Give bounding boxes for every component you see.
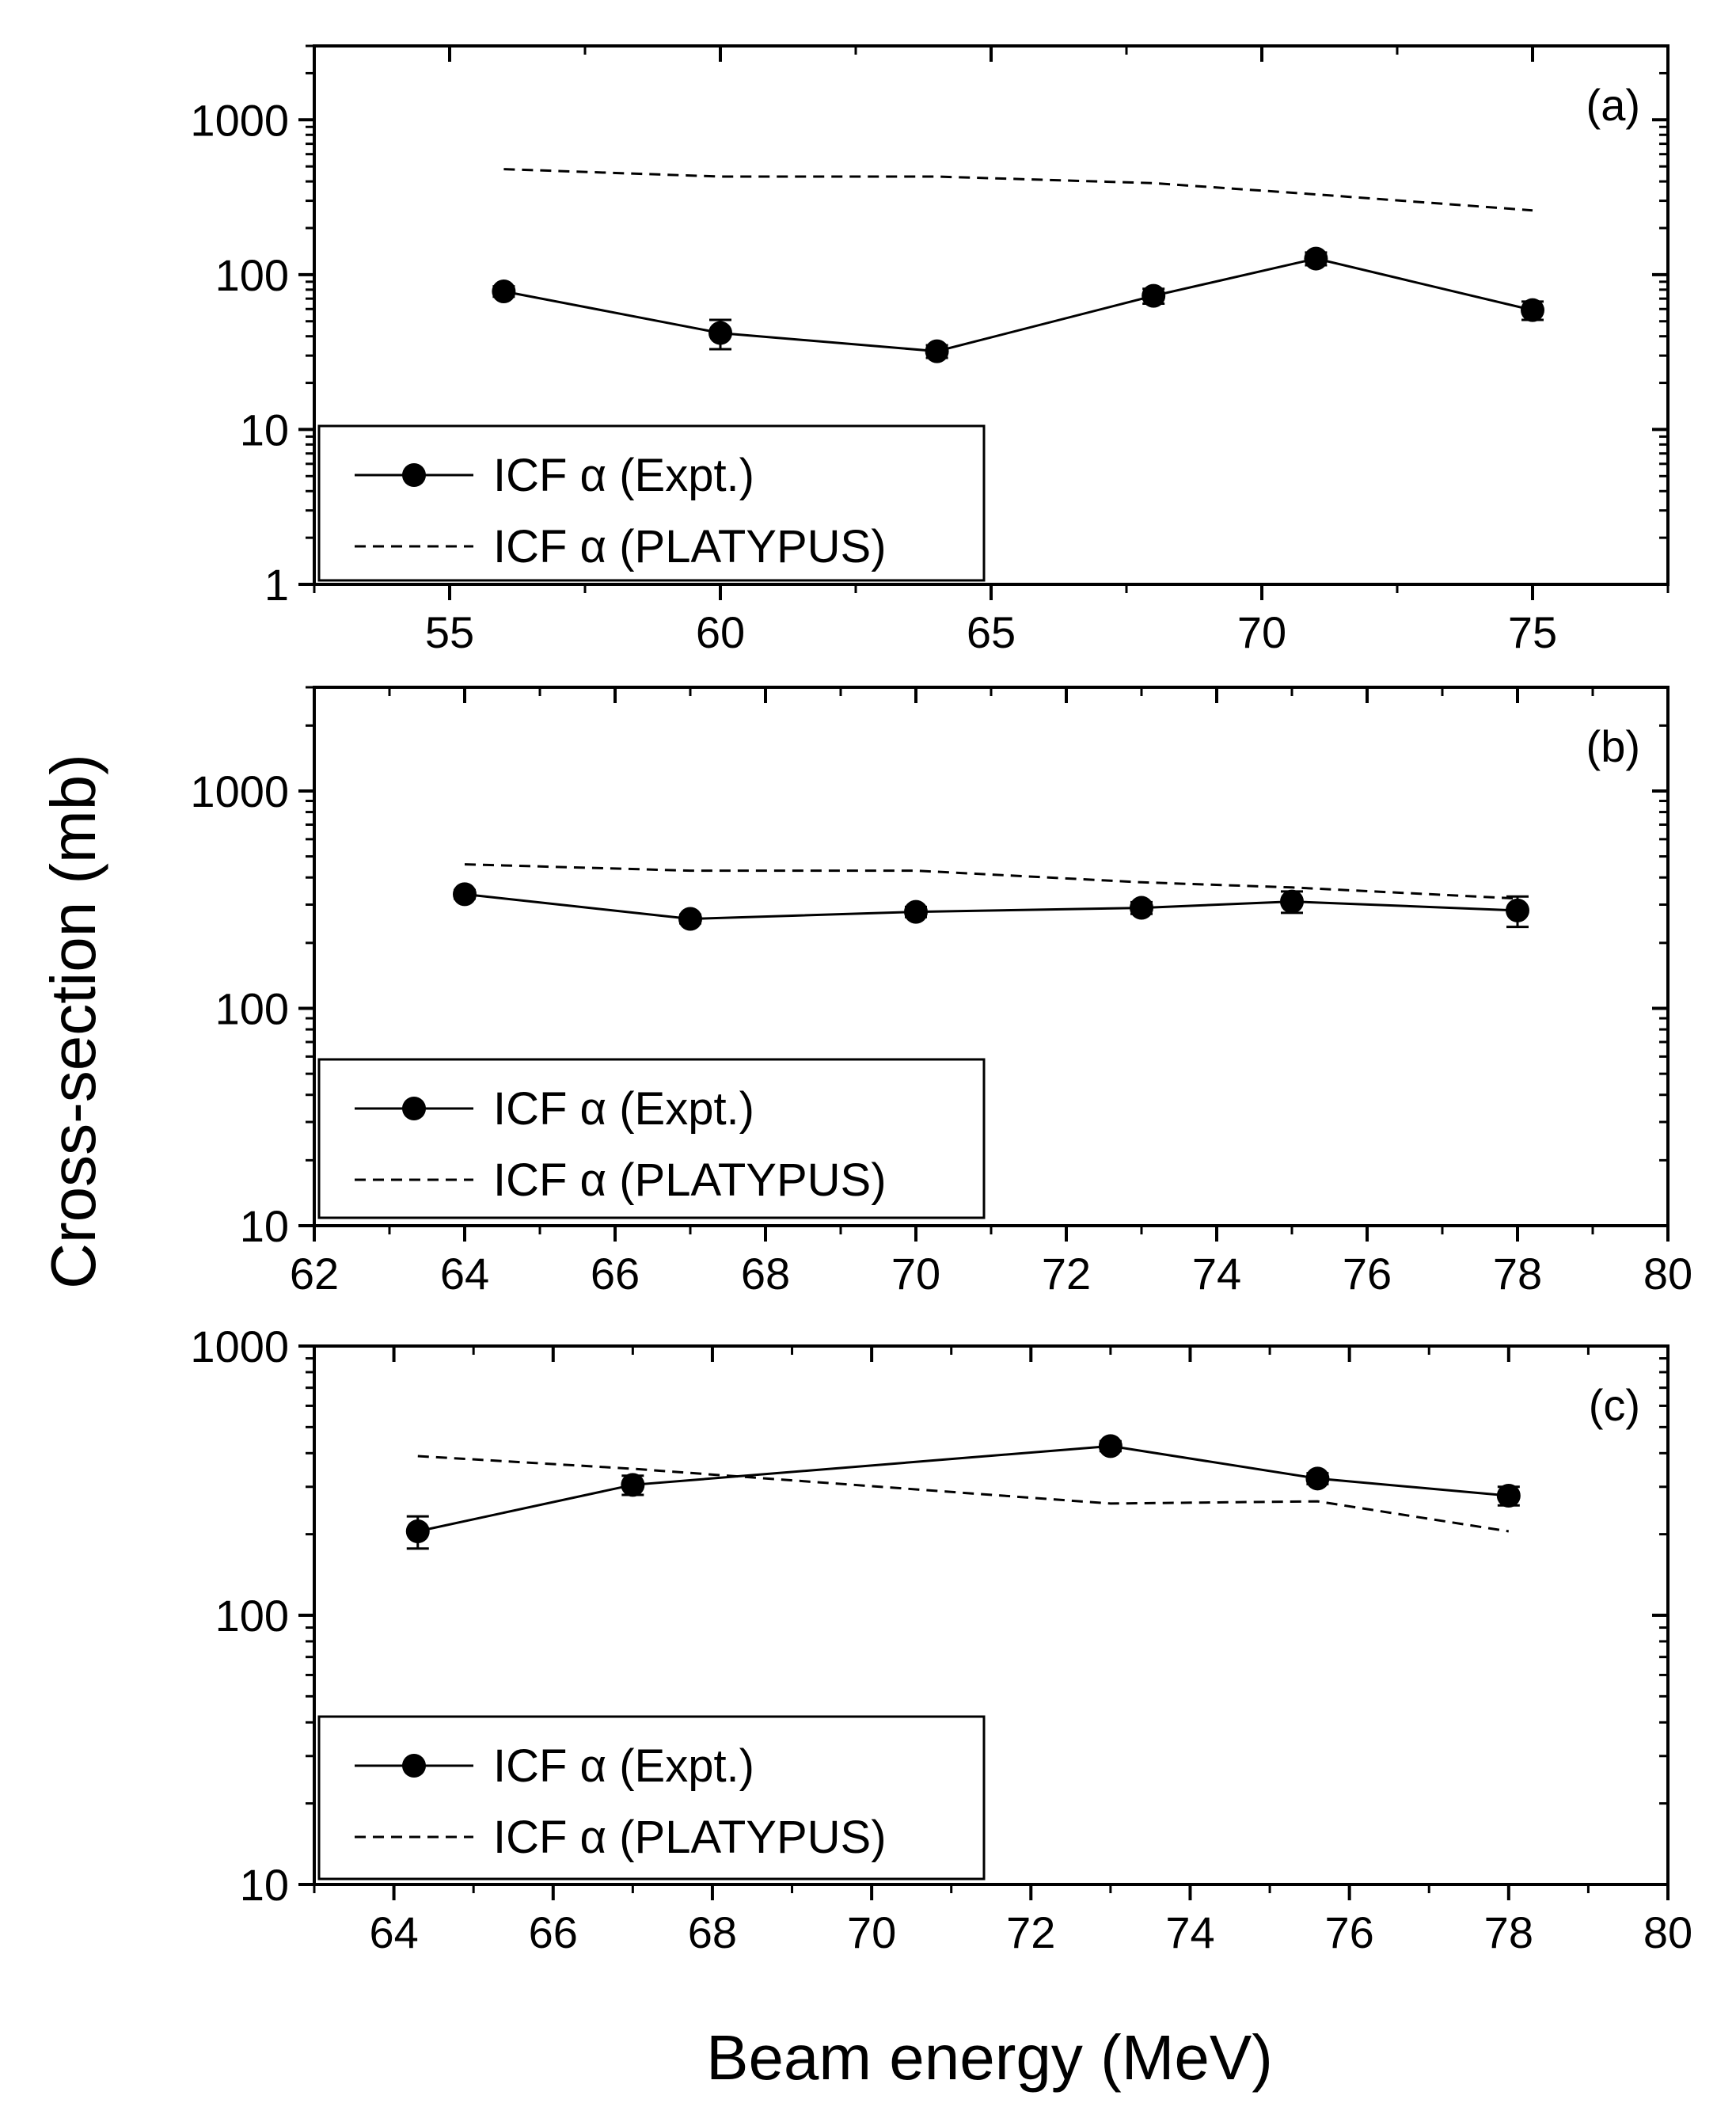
expt-line: [503, 257, 1533, 353]
data-point: [405, 1519, 430, 1544]
legend-marker: [402, 1097, 426, 1120]
expt-line: [417, 1444, 1509, 1533]
data-point: [1506, 898, 1529, 922]
x-tick-label: 74: [1165, 1907, 1214, 1957]
x-tick-label: 76: [1324, 1907, 1373, 1957]
x-tick-label: 62: [290, 1249, 339, 1299]
legend-marker: [402, 463, 426, 487]
x-tick-label: 78: [1493, 1249, 1542, 1299]
legend-box: [317, 424, 986, 582]
y-axis-title: Cross-section (mb): [38, 754, 108, 1289]
x-tick-label: 78: [1484, 1907, 1533, 1957]
legend-label: ICF α (PLATYPUS): [493, 521, 887, 572]
platypus-line: [417, 1455, 1510, 1533]
legend-label: ICF α (Expt.): [493, 1740, 754, 1792]
panel-label: (b): [1586, 721, 1640, 771]
x-tick-label: 68: [688, 1907, 737, 1957]
data-point: [1304, 246, 1328, 271]
panel-label: (a): [1586, 80, 1640, 130]
x-tick-label: 70: [847, 1907, 896, 1957]
y-tick-label: 1000: [190, 1322, 289, 1371]
legend-label: ICF α (PLATYPUS): [493, 1812, 887, 1863]
x-tick-label: 64: [440, 1249, 489, 1299]
data-point: [1142, 283, 1166, 308]
data-point: [708, 321, 732, 345]
x-axis-title: Beam energy (MeV): [706, 2022, 1273, 2093]
data-point: [1098, 1434, 1123, 1458]
legend-box: [317, 1715, 986, 1881]
legend: ICF α (Expt.) ICF α (PLATYPUS): [317, 1715, 986, 1881]
y-tick-label: 1000: [190, 766, 289, 816]
x-tick-label: 55: [425, 607, 474, 657]
x-tick-label: 70: [891, 1249, 940, 1299]
data-point: [1305, 1466, 1330, 1491]
y-tick-label: 10: [240, 405, 289, 454]
x-tick-label: 64: [369, 1907, 418, 1957]
y-tick-label: 10: [240, 1860, 289, 1910]
y-tick-label: 1: [264, 560, 289, 610]
panel-label: (c): [1589, 1380, 1640, 1430]
y-tick-label: 100: [215, 250, 289, 300]
x-tick-label: 72: [1042, 1249, 1091, 1299]
y-tick-label: 100: [215, 1591, 289, 1641]
x-tick-label: 80: [1643, 1249, 1692, 1299]
data-point: [925, 339, 949, 363]
x-tick-label: 60: [696, 607, 745, 657]
platypus-line: [464, 863, 1518, 900]
data-point: [678, 907, 702, 931]
platypus-line: [503, 168, 1533, 212]
y-tick-label: 10: [240, 1201, 289, 1251]
x-tick-label: 66: [591, 1249, 640, 1299]
legend-label: ICF α (Expt.): [493, 1083, 754, 1135]
x-tick-label: 75: [1508, 607, 1557, 657]
legend-box: [317, 1058, 986, 1219]
panel-c: 64 66 68 70 72 74 76 78 80 10 100 1000 (c) ICF α (Exp…: [190, 1322, 1692, 1957]
data-point: [1496, 1484, 1521, 1508]
x-tick-label: 72: [1006, 1907, 1055, 1957]
y-tick-label: 1000: [190, 95, 289, 145]
panel-b: 62 64 66 68 70 72 74 76 78 80 10 100 1000 (b) ICF α (E…: [190, 686, 1692, 1299]
x-tick-label: 76: [1343, 1249, 1392, 1299]
data-point: [453, 882, 477, 907]
legend: ICF α (Expt.) ICF α (PLATYPUS): [317, 424, 986, 582]
data-point: [1521, 298, 1544, 322]
x-tick-label: 80: [1643, 1907, 1692, 1957]
data-point: [904, 899, 928, 924]
data-point: [621, 1473, 645, 1497]
data-point: [492, 279, 516, 303]
data-point: [1130, 896, 1153, 920]
x-tick-label: 70: [1237, 607, 1286, 657]
x-tick-label: 65: [967, 607, 1016, 657]
x-tick-label: 74: [1192, 1249, 1241, 1299]
data-point: [1280, 889, 1304, 914]
x-tick-label: 66: [529, 1907, 578, 1957]
legend-label: ICF α (Expt.): [493, 450, 754, 501]
x-tick-label: 68: [741, 1249, 790, 1299]
expt-line: [464, 892, 1518, 921]
y-tick-label: 100: [215, 983, 289, 1033]
legend-label: ICF α (PLATYPUS): [493, 1154, 887, 1206]
legend-marker: [402, 1754, 426, 1778]
legend: ICF α (Expt.) ICF α (PLATYPUS): [317, 1058, 986, 1219]
